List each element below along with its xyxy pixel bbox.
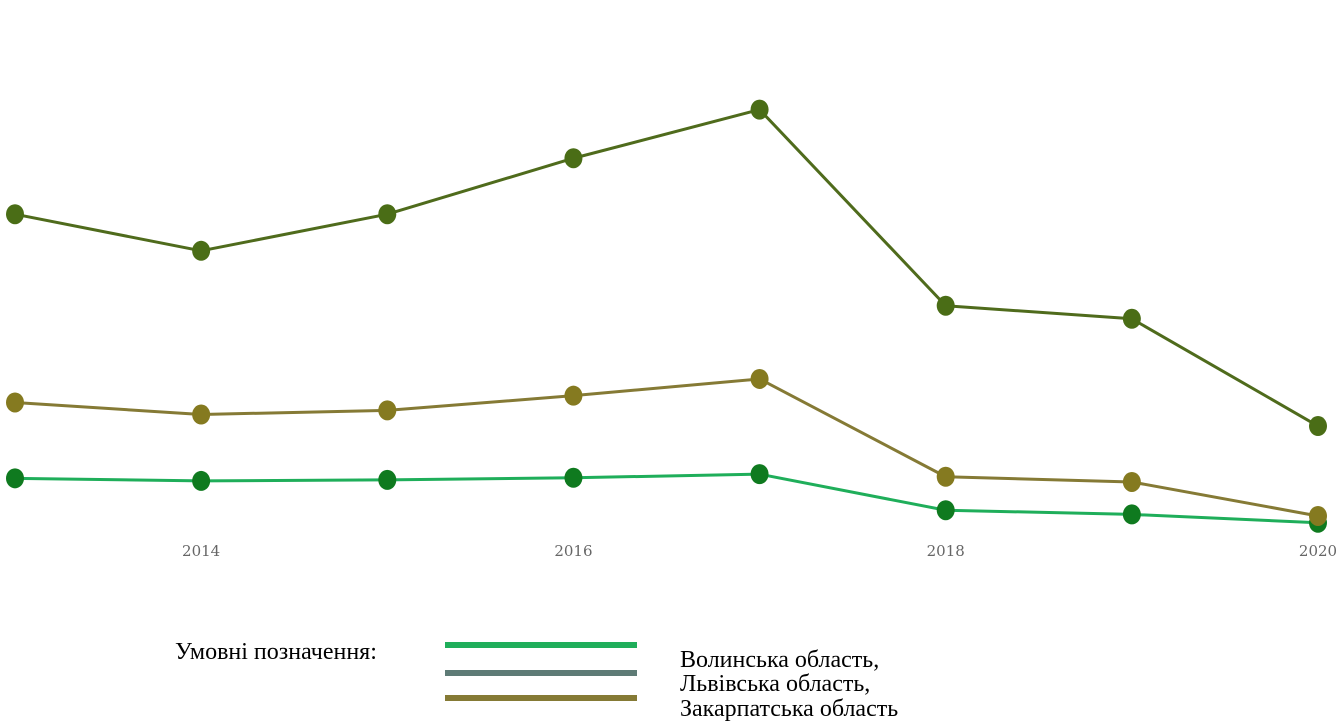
data-point-volyn-2016 — [564, 467, 583, 488]
x-tick-label: 2018 — [927, 542, 965, 560]
series-line-zakarpattia — [14, 377, 1319, 518]
legend-swatch-lviv — [445, 670, 637, 676]
data-point-lviv-2016 — [564, 148, 583, 169]
data-point-volyn-2019 — [1122, 504, 1141, 525]
series-line-lviv — [14, 108, 1319, 428]
legend-label-volyn: Волинська область, — [680, 647, 880, 673]
legend-swatch-zakarpattia — [445, 695, 637, 701]
data-point-volyn-2017 — [750, 464, 769, 485]
legend-label-lviv: Львівська область, — [680, 671, 871, 697]
data-point-zakarpattia-2019 — [1122, 471, 1141, 492]
data-point-lviv-2017 — [750, 99, 769, 120]
data-point-zakarpattia-2017 — [750, 368, 769, 389]
data-point-lviv-2013 — [6, 204, 24, 225]
x-tick-label: 2014 — [182, 542, 220, 560]
data-point-zakarpattia-2016 — [564, 385, 583, 406]
data-point-zakarpattia-2013 — [6, 392, 24, 413]
legend-title: Умовні позначення: — [175, 639, 377, 665]
x-tick-label: 2020 — [1299, 542, 1336, 560]
data-point-lviv-2015 — [378, 204, 397, 225]
series-lines — [14, 108, 1319, 525]
data-point-zakarpattia-2020 — [1309, 505, 1327, 526]
data-point-lviv-2014 — [192, 240, 211, 261]
legend-swatch-volyn — [445, 642, 637, 648]
data-point-lviv-2018 — [936, 295, 955, 316]
data-point-lviv-2020 — [1309, 416, 1327, 437]
legend: Умовні позначення: Волинська область, Ль… — [0, 625, 1336, 726]
data-point-volyn-2014 — [192, 470, 211, 491]
data-point-volyn-2015 — [378, 469, 397, 490]
series-line-volyn — [14, 472, 1319, 525]
x-tick-label: 2016 — [554, 542, 592, 560]
data-point-zakarpattia-2015 — [378, 400, 397, 421]
legend-label-zakarpattia: Закарпатська область — [680, 696, 899, 722]
line-chart: 2014 2016 2018 2020 — [6, 99, 1336, 560]
x-axis-tick-labels: 2014 2016 2018 2020 — [182, 542, 1336, 560]
data-point-zakarpattia-2018 — [936, 466, 955, 487]
data-point-volyn-2013 — [6, 468, 24, 489]
data-point-volyn-2018 — [936, 500, 955, 521]
data-point-zakarpattia-2014 — [192, 404, 211, 425]
data-point-lviv-2019 — [1122, 308, 1141, 329]
series-points — [6, 99, 1327, 533]
